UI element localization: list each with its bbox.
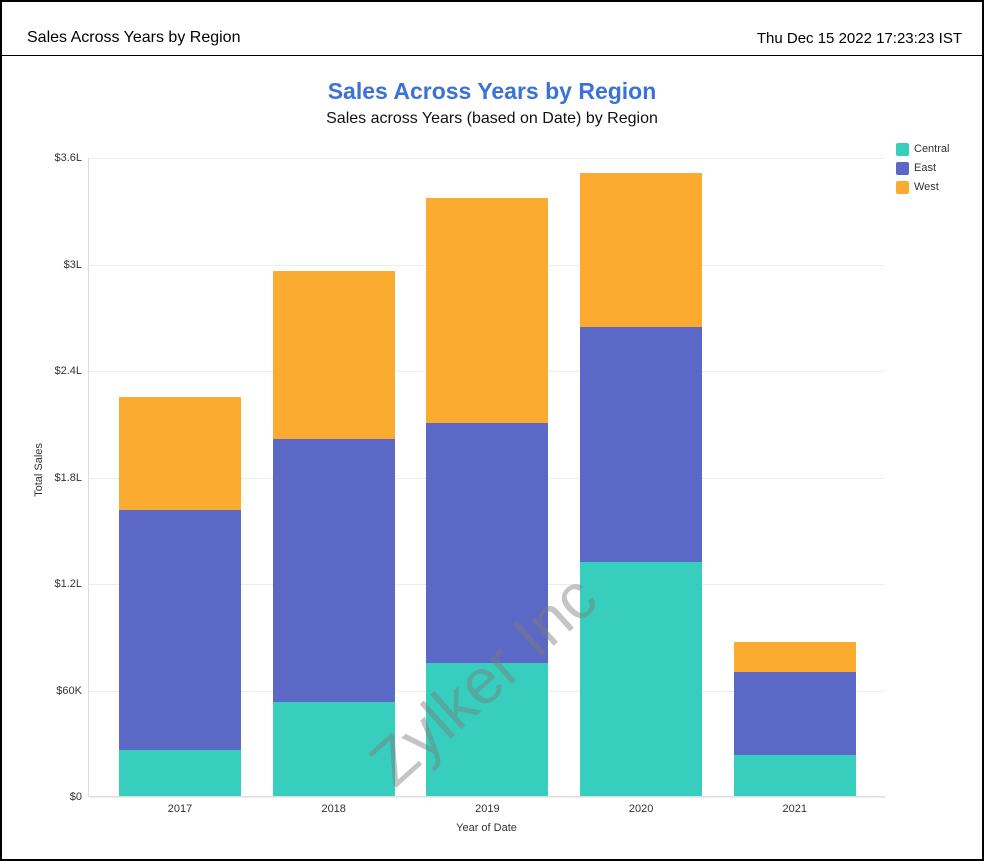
bar-2018[interactable]: [272, 270, 395, 796]
chart-title: Sales Across Years by Region: [327, 78, 657, 104]
report-header: Sales Across Years by Region Thu Dec 15 …: [2, 2, 982, 56]
bar-segment-east-2019[interactable]: [426, 423, 549, 663]
bar-segment-west-2017[interactable]: [119, 396, 241, 511]
bar-segment-west-2018[interactable]: [272, 270, 395, 440]
bar-2017[interactable]: [119, 396, 241, 796]
bar-segment-central-2019[interactable]: [426, 662, 549, 796]
bar-segment-west-2019[interactable]: [426, 197, 549, 424]
bar-segment-east-2018[interactable]: [272, 439, 395, 702]
y-tick-label: $3L: [63, 258, 82, 271]
report-title: Sales Across Years by Region: [27, 29, 241, 46]
bar-segment-central-2018[interactable]: [272, 701, 395, 796]
y-tick-label: $1.2L: [54, 578, 82, 590]
bar-segment-central-2017[interactable]: [119, 749, 241, 796]
legend-swatch-east: [896, 161, 909, 175]
y-tick-label: $3.6L: [54, 152, 82, 164]
y-tick-label: $1.8L: [54, 471, 82, 484]
chart-subtitle: Sales across Years (based on Date) by Re…: [326, 110, 658, 127]
y-axis-title: Total Sales: [33, 443, 45, 497]
y-tick-label: $2.4L: [54, 365, 82, 377]
bar-segment-east-2020[interactable]: [580, 327, 703, 562]
y-tick-label: $0: [69, 791, 82, 803]
plot-area: Zylker Inc $0 $60K $1.2L $1.8L $2.4L $3L $3.6L…: [54, 152, 885, 815]
gridline: [89, 797, 885, 798]
x-tick-label: 2021: [782, 803, 808, 815]
bar-segment-west-2021[interactable]: [733, 641, 856, 672]
bar-segment-central-2020[interactable]: [580, 561, 703, 796]
legend-label: East: [914, 162, 937, 174]
bar-segment-east-2021[interactable]: [733, 671, 856, 756]
x-tick-label: 2018: [321, 803, 346, 815]
legend-item-east[interactable]: East: [896, 161, 949, 175]
x-tick-label: 2020: [628, 803, 654, 815]
x-tick-label: 2017: [167, 803, 193, 815]
bar-2021[interactable]: [733, 641, 856, 796]
legend-label: Central: [914, 143, 950, 155]
legend-item-west[interactable]: West: [896, 180, 949, 194]
gridline: [89, 158, 885, 159]
legend-item-central[interactable]: Central: [896, 142, 949, 156]
legend-swatch-west: [896, 180, 909, 194]
bar-segment-central-2021[interactable]: [733, 755, 856, 796]
x-axis-title: Year of Date: [456, 822, 517, 834]
legend-swatch-central: [896, 142, 909, 156]
legend-label: West: [914, 181, 939, 193]
bar-2019[interactable]: [426, 197, 549, 796]
bar-segment-east-2017[interactable]: [119, 510, 241, 750]
x-tick-label: 2019: [475, 803, 500, 815]
y-tick-label: $60K: [56, 684, 82, 697]
bar-segment-west-2020[interactable]: [580, 172, 703, 328]
bar-2020[interactable]: [580, 172, 703, 796]
report-timestamp: Thu Dec 15 2022 17:23:23 IST: [756, 30, 962, 47]
legend: Central East West: [896, 142, 949, 199]
